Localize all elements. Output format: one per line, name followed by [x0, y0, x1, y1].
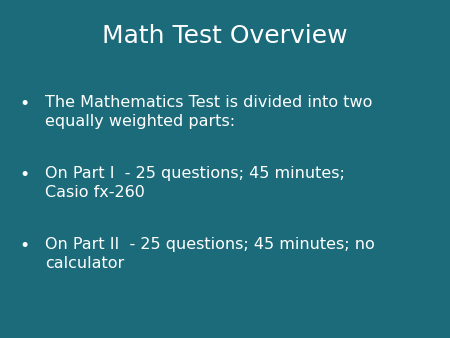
Text: Math Test Overview: Math Test Overview	[102, 24, 348, 48]
Text: On Part I  - 25 questions; 45 minutes;
Casio fx-260: On Part I - 25 questions; 45 minutes; Ca…	[45, 166, 345, 200]
Text: •: •	[20, 237, 30, 255]
Text: •: •	[20, 166, 30, 184]
Text: The Mathematics Test is divided into two
equally weighted parts:: The Mathematics Test is divided into two…	[45, 95, 373, 129]
Text: On Part II  - 25 questions; 45 minutes; no
calculator: On Part II - 25 questions; 45 minutes; n…	[45, 237, 375, 271]
Text: •: •	[20, 95, 30, 113]
